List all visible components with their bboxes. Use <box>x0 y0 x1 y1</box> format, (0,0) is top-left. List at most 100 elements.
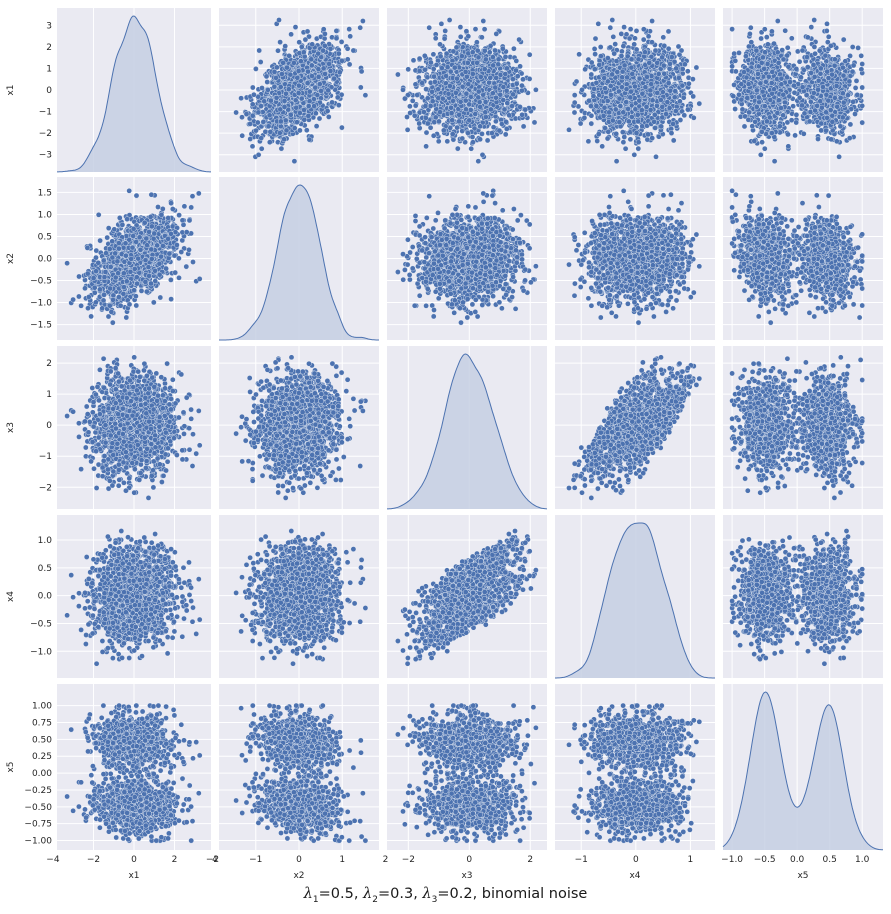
scatter-point <box>531 119 538 126</box>
scatter-point <box>423 115 429 121</box>
scatter-point <box>467 107 474 113</box>
scatter-point <box>322 43 328 49</box>
scatter-point <box>431 73 437 80</box>
scatter-point <box>497 72 504 78</box>
scatter-point <box>609 17 616 23</box>
scatter-point <box>571 109 578 116</box>
scatter-point <box>333 35 340 42</box>
scatter-point <box>469 49 476 55</box>
scatter-point <box>444 138 451 145</box>
scatter-point <box>239 114 245 120</box>
scatter-point <box>495 61 502 68</box>
scatter-point <box>414 92 420 98</box>
scatter-point <box>443 73 449 79</box>
scatter-point <box>478 74 484 80</box>
scatter-point <box>457 99 464 105</box>
scatter-point <box>469 134 476 140</box>
scatter-point <box>582 66 588 73</box>
scatter-point <box>496 127 503 134</box>
scatter-point <box>629 114 635 120</box>
scatter-point <box>493 118 499 125</box>
scatter-point <box>427 103 434 109</box>
scatter-point <box>696 100 703 107</box>
scatter-point <box>306 136 313 143</box>
scatter-point <box>338 39 345 45</box>
scatter-point <box>247 121 253 127</box>
scatter-point <box>422 53 428 59</box>
scatter-point <box>605 55 611 61</box>
scatter-point <box>253 66 259 72</box>
scatter-point <box>463 90 470 97</box>
scatter-point <box>474 39 480 45</box>
scatter-point <box>293 104 299 111</box>
scatter-point <box>429 98 436 104</box>
scatter-point <box>291 158 298 164</box>
scatter-point <box>424 95 431 102</box>
scatter-point <box>291 125 298 131</box>
scatter-point <box>493 31 500 37</box>
scatter-point <box>513 67 519 74</box>
scatter-point <box>249 112 256 119</box>
scatter-point <box>653 154 659 160</box>
scatter-point <box>645 131 651 138</box>
scatter-point <box>571 99 578 106</box>
scatter-point <box>331 75 337 82</box>
scatter-point <box>693 64 700 71</box>
scatter-point <box>422 103 429 109</box>
scatter-point <box>465 81 472 87</box>
scatter-point <box>503 119 509 125</box>
scatter-point <box>465 33 472 40</box>
scatter-point <box>487 43 494 49</box>
scatter-point <box>448 110 455 116</box>
scatter-point <box>297 127 303 134</box>
scatter-point <box>483 114 489 120</box>
scatter-point <box>439 65 445 71</box>
scatter-point <box>667 87 674 94</box>
scatter-point <box>654 90 661 96</box>
scatter-point <box>277 39 283 45</box>
scatter-point <box>334 94 341 101</box>
scatter-point <box>591 46 598 52</box>
scatter-point <box>463 28 470 34</box>
scatter-point <box>448 104 454 111</box>
scatter-point <box>465 130 471 136</box>
scatter-point <box>250 84 256 91</box>
scatter-point <box>339 58 345 64</box>
scatter-point <box>411 112 418 119</box>
scatter-point <box>416 68 423 74</box>
scatter-point <box>279 71 285 77</box>
scatter-point <box>477 123 483 130</box>
scatter-point <box>652 112 658 118</box>
scatter-point <box>500 97 507 103</box>
scatter-point <box>588 59 595 66</box>
scatter-point <box>492 47 498 54</box>
scatter-point <box>665 28 672 35</box>
scatter-point <box>500 45 506 52</box>
scatter-point <box>320 65 327 72</box>
scatter-point <box>625 106 631 112</box>
panel-x1-vs-x4 <box>555 8 715 172</box>
scatter-point <box>691 115 697 121</box>
scatter-point <box>474 47 481 54</box>
scatter-point <box>437 109 443 115</box>
scatter-point <box>482 109 489 116</box>
scatter-point <box>435 86 441 92</box>
scatter-point <box>315 66 322 72</box>
scatter-point <box>594 138 600 144</box>
scatter-point <box>513 80 520 87</box>
scatter-point <box>336 102 342 108</box>
scatter-point <box>281 136 287 143</box>
scatter-point <box>481 66 488 72</box>
scatter-point <box>275 47 281 54</box>
scatter-point <box>312 84 319 91</box>
scatter-point <box>690 76 696 82</box>
scatter-point <box>479 34 485 41</box>
scatter-point <box>419 80 425 86</box>
scatter-point <box>610 34 617 40</box>
scatter-point <box>318 88 324 94</box>
scatter-point <box>438 21 445 27</box>
scatter-point <box>304 127 310 133</box>
scatter-point <box>453 90 459 96</box>
scatter-point <box>592 66 598 72</box>
scatter-point <box>516 36 522 43</box>
